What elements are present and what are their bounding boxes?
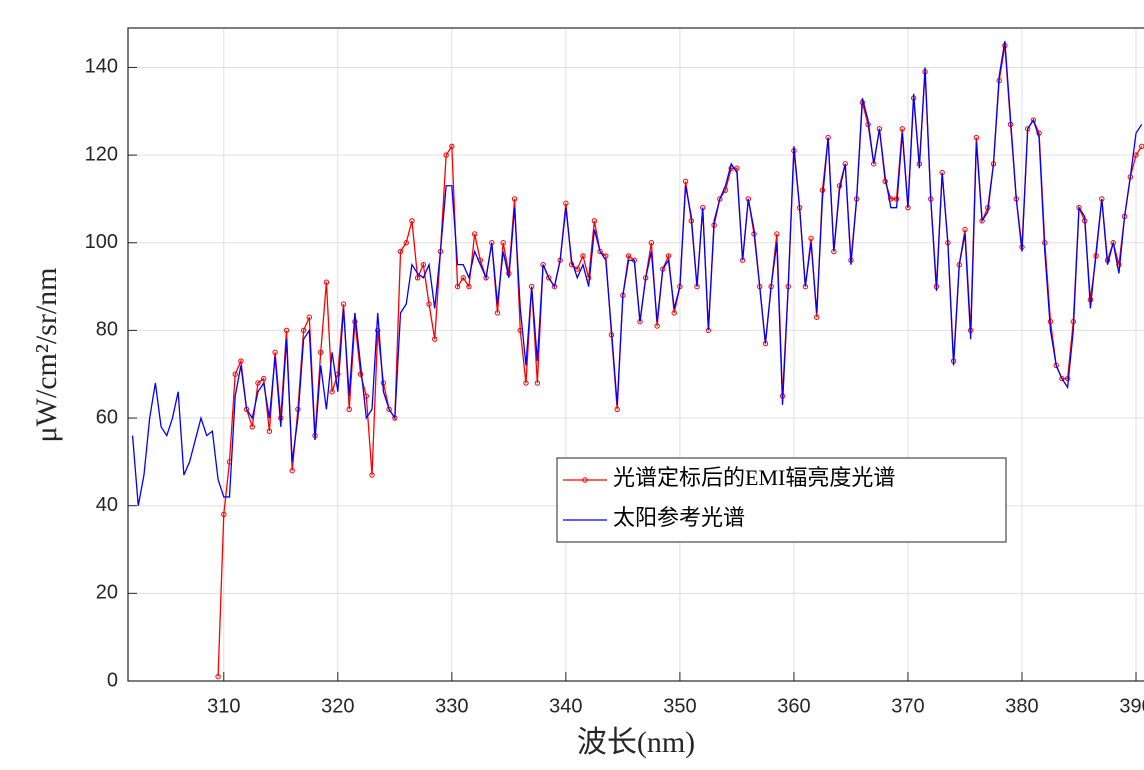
data-marker [414, 275, 421, 281]
data-marker [409, 218, 415, 224]
y-tick-label: 100 [85, 231, 118, 253]
data-marker [1064, 375, 1071, 382]
x-tick-label: 390 [1119, 695, 1144, 717]
data-marker [899, 126, 905, 132]
data-marker [962, 226, 968, 233]
legend-label: 太阳参考光谱 [613, 505, 745, 530]
data-marker [511, 196, 518, 202]
data-marker [682, 178, 689, 185]
data-marker [500, 240, 506, 246]
data-marker [494, 310, 501, 316]
data-marker [329, 389, 335, 395]
data-marker [323, 279, 330, 285]
data-marker [665, 253, 672, 259]
y-tick-label: 60 [96, 406, 118, 428]
data-marker [306, 314, 313, 320]
data-marker [300, 327, 307, 334]
x-tick-label: 310 [207, 695, 240, 717]
legend-label: 光谱定标后的EMI辐亮度光谱 [613, 465, 895, 490]
x-tick-label: 370 [891, 695, 924, 717]
data-marker [671, 310, 677, 316]
data-marker [397, 248, 404, 255]
x-tick-label: 380 [1005, 695, 1038, 717]
data-marker [654, 323, 660, 329]
data-marker [403, 240, 409, 246]
x-tick-label: 330 [435, 695, 468, 717]
data-marker [460, 275, 466, 281]
data-marker [238, 358, 244, 364]
data-marker [774, 231, 780, 237]
data-marker [255, 380, 261, 386]
data-marker [591, 218, 598, 224]
y-tick-label: 0 [107, 669, 118, 691]
data-marker [808, 235, 814, 242]
x-tick-label: 360 [777, 695, 810, 717]
y-tick-label: 140 [85, 56, 118, 78]
data-marker [648, 240, 655, 246]
data-marker [568, 261, 575, 268]
data-marker [346, 406, 352, 412]
data-marker [386, 406, 392, 412]
y-axis-label: μW/cm²/sr/nm [30, 267, 63, 442]
data-marker [215, 673, 221, 680]
data-marker [260, 375, 267, 382]
data-marker [523, 380, 529, 386]
data-marker [272, 349, 278, 356]
y-tick-label: 20 [96, 582, 118, 604]
grid [128, 28, 1144, 682]
data-marker [266, 428, 273, 434]
data-marker [232, 371, 238, 377]
data-marker [471, 231, 478, 237]
data-marker [973, 134, 980, 141]
data-marker [249, 424, 255, 430]
data-marker [466, 283, 472, 290]
y-tick-label: 40 [96, 494, 118, 516]
x-axis-label: 波长(nm) [577, 726, 695, 759]
data-marker [1036, 130, 1042, 136]
data-marker [426, 301, 432, 307]
data-marker [534, 380, 541, 386]
axes-frame [127, 27, 1144, 682]
data-marker [221, 511, 227, 518]
data-marker [454, 283, 461, 290]
data-marker [814, 314, 820, 320]
data-marker [614, 406, 620, 412]
x-tick-label: 320 [321, 695, 354, 717]
data-marker [357, 371, 364, 377]
data-marker [443, 152, 449, 158]
y-tick-label: 120 [85, 143, 118, 165]
data-marker [318, 349, 324, 356]
data-marker [432, 336, 438, 342]
plot-area [131, 41, 1144, 680]
data-marker [375, 327, 381, 334]
y-tick-label: 80 [96, 319, 118, 341]
data-marker [1059, 375, 1065, 382]
data-marker [449, 143, 455, 150]
data-marker [283, 327, 290, 334]
data-marker [546, 275, 552, 281]
x-tick-label: 350 [663, 695, 696, 717]
data-marker [625, 253, 632, 259]
legend-marker [582, 477, 588, 483]
data-marker [420, 261, 427, 268]
data-marker [289, 467, 295, 474]
legend-box [556, 457, 1007, 543]
x-tick-label: 340 [549, 695, 582, 717]
data-marker [580, 253, 586, 259]
series-line [131, 41, 1143, 506]
data-marker [340, 301, 347, 307]
data-marker [563, 200, 569, 207]
data-marker [1030, 117, 1037, 123]
data-marker [369, 472, 375, 478]
